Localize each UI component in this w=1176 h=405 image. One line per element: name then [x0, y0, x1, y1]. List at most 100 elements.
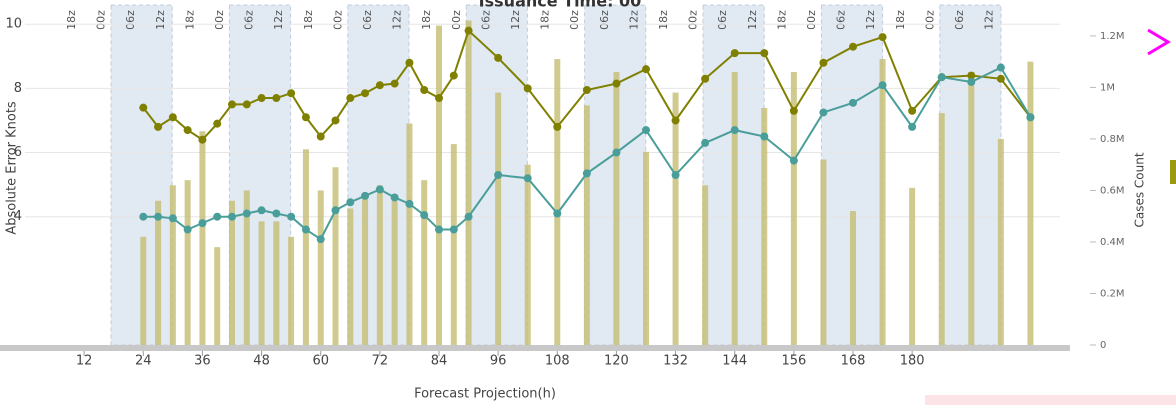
marker — [878, 81, 887, 90]
marker — [361, 89, 370, 98]
marker — [390, 79, 399, 88]
time-label: 06z — [243, 10, 256, 30]
time-label: 18z — [894, 10, 907, 30]
time-label: 12z — [509, 10, 522, 30]
x-tick-label: 36 — [194, 354, 211, 369]
bar — [376, 185, 383, 345]
x-tick-label: 168 — [841, 354, 866, 369]
marker — [996, 74, 1005, 83]
marker — [405, 199, 414, 208]
marker — [242, 100, 251, 109]
bar — [450, 144, 457, 345]
time-label: 00z — [450, 10, 463, 30]
marker — [257, 206, 266, 215]
marker — [494, 53, 503, 62]
marker — [331, 116, 340, 125]
marker — [760, 49, 769, 58]
x-tick-label: 120 — [604, 354, 629, 369]
marker — [967, 71, 976, 80]
x-axis-label: Forecast Projection(h) — [414, 387, 556, 402]
marker — [849, 98, 857, 107]
bar — [288, 236, 295, 345]
bar — [731, 71, 738, 345]
time-label: 12z — [272, 10, 285, 30]
bar — [672, 92, 679, 345]
marker — [819, 58, 828, 67]
y2-tick-label: 0.8M — [1100, 134, 1125, 145]
time-label: 06z — [716, 10, 729, 30]
marker — [789, 156, 798, 165]
bar — [761, 108, 768, 345]
bar — [465, 20, 472, 345]
marker — [301, 113, 310, 122]
chart-title: Issuance Time: 00 — [479, 0, 642, 11]
marker — [701, 74, 710, 83]
x-tick-label: 132 — [663, 354, 688, 369]
time-label: 00z — [805, 10, 818, 30]
time-label: 12z — [864, 10, 877, 30]
y-axis-label: Absolute Error Knots — [5, 101, 20, 235]
marker — [183, 225, 192, 234]
marker — [449, 225, 458, 234]
marker — [272, 94, 281, 103]
y2-tick-label: 0 — [1100, 340, 1106, 351]
y2-tick-label: 1M — [1100, 82, 1115, 93]
bar — [302, 149, 309, 345]
x-tick-label: 156 — [781, 354, 806, 369]
time-label: 12z — [627, 10, 640, 30]
x-tick-label: 180 — [900, 354, 925, 369]
bar — [850, 211, 856, 345]
x-tick-label: 60 — [312, 354, 329, 369]
time-label: 06z — [124, 10, 137, 30]
marker — [582, 86, 591, 94]
marker — [420, 211, 429, 220]
bar — [214, 247, 221, 345]
time-label: 00z — [331, 10, 344, 30]
next-arrow[interactable] — [1147, 28, 1171, 56]
marker — [228, 212, 236, 221]
bar — [243, 190, 250, 345]
time-label: 18z — [183, 10, 196, 30]
notice-bar — [925, 395, 1176, 405]
marker — [375, 81, 384, 90]
time-label: 12z — [391, 10, 404, 30]
marker — [582, 169, 591, 178]
bar — [273, 221, 280, 345]
marker — [523, 174, 532, 183]
y2-tick-label: 0.6M — [1100, 185, 1125, 196]
bar — [391, 200, 398, 345]
x-axis — [0, 345, 1070, 351]
marker — [642, 126, 650, 135]
bar — [421, 180, 428, 345]
bar — [524, 164, 531, 345]
time-label: 18z — [539, 10, 552, 30]
bar — [997, 138, 1004, 345]
bar — [317, 190, 324, 345]
bar — [406, 123, 413, 345]
x-tick-label: 96 — [490, 354, 507, 369]
marker — [937, 73, 946, 82]
bar — [820, 159, 827, 345]
marker — [405, 58, 414, 67]
bar — [583, 105, 590, 345]
marker — [464, 212, 473, 221]
time-label: 18z — [302, 10, 315, 30]
y2-tick-label: 1.2M — [1100, 31, 1125, 42]
marker — [494, 171, 503, 179]
bar — [790, 71, 797, 345]
marker — [198, 219, 207, 228]
bar — [879, 59, 886, 345]
bar — [495, 92, 502, 345]
marker — [361, 191, 370, 200]
time-label: 06z — [361, 10, 374, 30]
marker — [730, 126, 739, 135]
x-tick-label: 108 — [545, 354, 570, 369]
bar — [184, 180, 191, 345]
y-tick-label: 10 — [5, 17, 22, 32]
time-label: 00z — [95, 10, 108, 30]
marker — [671, 116, 680, 125]
marker — [760, 132, 769, 141]
marker — [435, 94, 443, 103]
x-tick-label: 144 — [722, 354, 747, 369]
